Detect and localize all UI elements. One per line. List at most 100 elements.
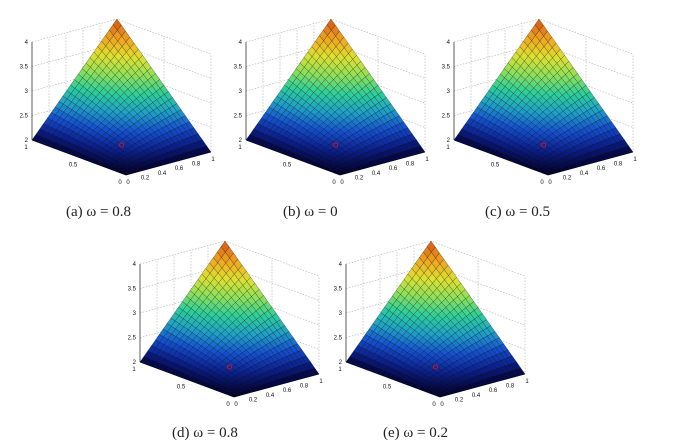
surface-patch [624, 145, 634, 154]
minimum-marker [227, 364, 232, 370]
surface-plot-d-svg: 2 2.5 3 3.5 4 0 0.2 0.4 0.6 0.8 1 0 0.5 1 [128, 240, 323, 408]
x-tick-label: 0.4 [472, 393, 481, 399]
x-tick-label: 0 [440, 402, 444, 408]
z-tick-label: 3.5 [234, 65, 243, 71]
surface-plot-b-svg: 2 2.5 3 3.5 4 0 0.2 0.4 0.6 0.8 1 0 0.5 1 [234, 18, 429, 186]
y-tick-label: 0 [118, 180, 122, 186]
x-tick-label: 0.8 [506, 384, 515, 390]
surface-mesh [453, 18, 634, 176]
x-tick-label: 0.4 [580, 171, 589, 177]
y-tick-label: 1 [338, 367, 342, 373]
surface-patch [310, 367, 320, 376]
x-tick-label: 1 [525, 379, 529, 385]
z-tick-label: 2.5 [334, 336, 343, 342]
surface-plot-e: 2 2.5 3 3.5 4 0 0.2 0.4 0.6 0.8 1 0 0.5 1 [332, 232, 537, 432]
surface-plot-a-svg: 2 2.5 3 3.5 4 0 0.2 0.4 0.6 0.8 1 0 0.5 1 [20, 18, 215, 186]
x-tick-label: 0.6 [597, 166, 606, 172]
y-tick-label: 0.5 [69, 163, 78, 169]
x-tick-label: 0.6 [283, 388, 292, 394]
z-tick-label: 3.5 [20, 65, 29, 71]
surface-mesh [245, 18, 426, 176]
caption-c: (c) ω = 0.5 [485, 204, 550, 220]
x-tick-label: 0.6 [175, 166, 184, 172]
z-tick-label: 3 [25, 89, 29, 95]
caption-d: (d) ω = 0.8 [172, 425, 238, 441]
y-tick-label: 1 [238, 145, 242, 151]
z-tick-label: 3.5 [442, 65, 451, 71]
z-tick-label: 4 [133, 262, 137, 268]
y-tick-label: 0 [432, 402, 436, 408]
z-tick-label: 4 [25, 40, 29, 46]
y-tick-label: 0 [226, 402, 230, 408]
minimum-marker [119, 142, 124, 148]
x-tick-label: 0.4 [372, 171, 381, 177]
caption-e: (e) ω = 0.2 [383, 425, 448, 441]
x-tick-label: 0.6 [489, 388, 498, 394]
x-tick-label: 0.6 [389, 166, 398, 172]
z-tick-label: 4 [447, 40, 451, 46]
surface-mesh [139, 240, 320, 398]
surface-patch [416, 145, 426, 154]
y-tick-label: 0.5 [491, 163, 500, 169]
minimum-marker [333, 142, 338, 148]
z-tick-label: 2 [133, 360, 137, 366]
x-tick-label: 1 [633, 157, 637, 163]
surface-patch [202, 145, 212, 154]
y-tick-label: 1 [132, 367, 136, 373]
y-tick-label: 0 [332, 180, 336, 186]
x-tick-label: 0 [126, 180, 130, 186]
x-tick-label: 0.8 [614, 162, 623, 168]
x-tick-label: 0.2 [455, 397, 464, 403]
x-tick-label: 0.8 [406, 162, 415, 168]
x-tick-label: 0.8 [192, 162, 201, 168]
x-tick-label: 1 [319, 379, 323, 385]
y-tick-label: 1 [24, 145, 28, 151]
y-tick-label: 0.5 [177, 385, 186, 391]
z-tick-label: 4 [239, 40, 243, 46]
y-tick-label: 0.5 [283, 163, 292, 169]
x-tick-label: 0 [548, 180, 552, 186]
z-tick-label: 2.5 [442, 114, 451, 120]
surface-plot-e-svg: 2 2.5 3 3.5 4 0 0.2 0.4 0.6 0.8 1 0 0.5 1 [334, 240, 529, 408]
z-tick-label: 2 [447, 138, 451, 144]
z-tick-label: 3 [133, 311, 137, 317]
z-tick-label: 3.5 [334, 287, 343, 293]
x-tick-label: 1 [211, 157, 215, 163]
surface-plot-a: 2 2.5 3 3.5 4 0 0.2 0.4 0.6 0.8 1 0 0.5 1 [18, 10, 223, 210]
surface-mesh [345, 240, 526, 398]
z-tick-label: 2 [25, 138, 29, 144]
y-tick-label: 1 [446, 145, 450, 151]
x-tick-label: 0.2 [141, 175, 150, 181]
x-tick-label: 0.2 [355, 175, 364, 181]
y-tick-label: 0 [540, 180, 544, 186]
z-tick-label: 2.5 [234, 114, 243, 120]
z-tick-label: 4 [339, 262, 343, 268]
x-tick-label: 0.8 [300, 384, 309, 390]
x-tick-label: 0.4 [158, 171, 167, 177]
z-tick-label: 2 [239, 138, 243, 144]
z-tick-label: 2 [339, 360, 343, 366]
minimum-marker [433, 364, 438, 370]
z-tick-label: 3 [339, 311, 343, 317]
z-tick-label: 3 [239, 89, 243, 95]
x-tick-label: 0 [340, 180, 344, 186]
surface-plot-c: 2 2.5 3 3.5 4 0 0.2 0.4 0.6 0.8 1 0 0.5 1 [440, 10, 645, 210]
surface-patch [516, 367, 526, 376]
x-tick-label: 0.2 [249, 397, 258, 403]
x-tick-label: 0.2 [563, 175, 572, 181]
x-tick-label: 0.4 [266, 393, 275, 399]
y-tick-label: 0.5 [383, 385, 392, 391]
caption-b: (b) ω = 0 [283, 204, 338, 220]
z-tick-label: 3 [447, 89, 451, 95]
surface-plot-b: 2 2.5 3 3.5 4 0 0.2 0.4 0.6 0.8 1 0 0.5 1 [232, 10, 437, 210]
minimum-marker [541, 142, 546, 148]
surface-plot-d: 2 2.5 3 3.5 4 0 0.2 0.4 0.6 0.8 1 0 0.5 1 [126, 232, 331, 432]
x-tick-label: 1 [425, 157, 429, 163]
z-tick-label: 3.5 [128, 287, 137, 293]
x-tick-label: 0 [234, 402, 238, 408]
surface-plot-c-svg: 2 2.5 3 3.5 4 0 0.2 0.4 0.6 0.8 1 0 0.5 1 [442, 18, 637, 186]
caption-a: (a) ω = 0.8 [66, 204, 131, 220]
z-tick-label: 2.5 [20, 114, 29, 120]
z-tick-label: 2.5 [128, 336, 137, 342]
surface-mesh [31, 18, 212, 176]
